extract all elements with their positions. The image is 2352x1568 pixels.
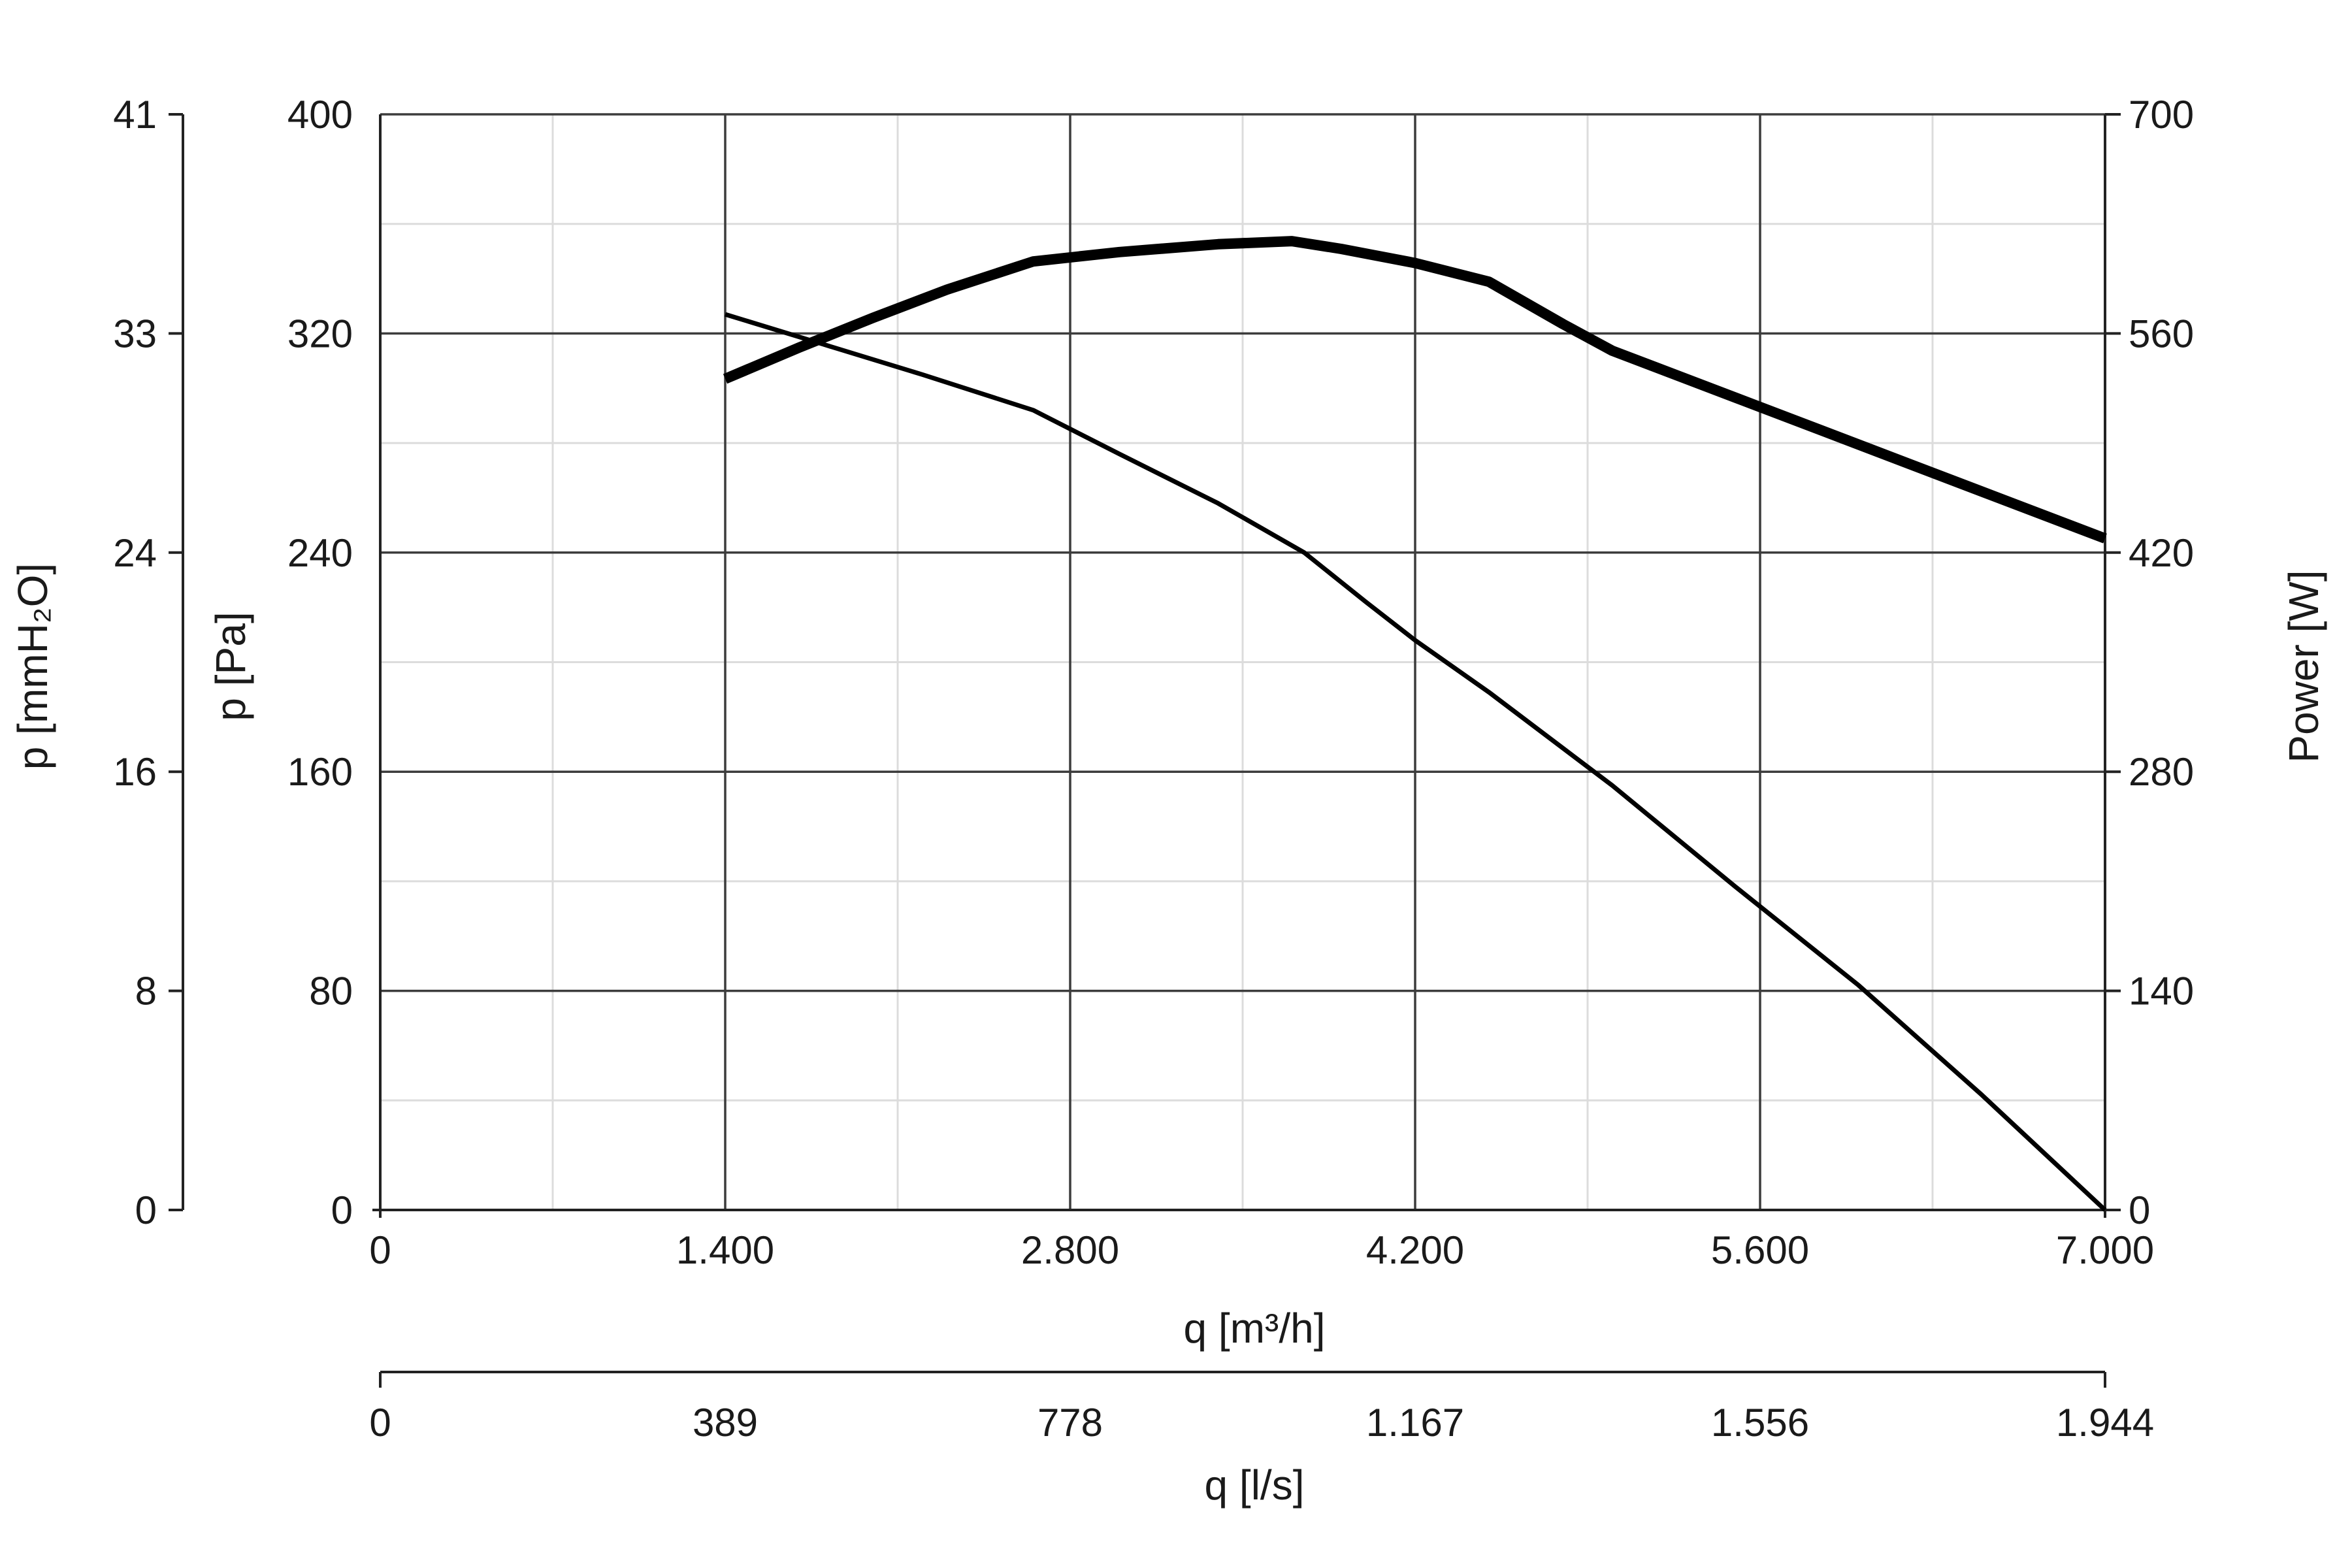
y-tick-label: 80: [309, 970, 353, 1013]
y-tick-label: 320: [287, 312, 353, 355]
power-curve-line: [723, 236, 2107, 544]
y-outer-tick-label: 0: [135, 1188, 157, 1232]
x2-tick-label: 1.556: [1711, 1401, 1809, 1445]
y-outer-tick-label: 41: [113, 93, 157, 137]
series-layer: [723, 236, 2107, 1212]
x-tick-label: 7.000: [2056, 1228, 2154, 1272]
x-tick-label: 0: [369, 1228, 391, 1272]
x-tick-label: 5.600: [1711, 1228, 1809, 1272]
pressure-curve-line: [724, 312, 2107, 1212]
x2-tick-label: 0: [369, 1401, 391, 1445]
y-outer-tick-label: 24: [113, 531, 157, 575]
minor-gridlines: [380, 114, 2105, 1210]
y-tick-label: 400: [287, 93, 353, 137]
y2-axis-title: Power [W]: [2280, 570, 2327, 762]
y-tick-label: 160: [287, 750, 353, 794]
x-tick-label: 2.800: [1021, 1228, 1119, 1272]
x2-tick-label: 1.167: [1366, 1401, 1464, 1445]
y2-tick-label: 140: [2129, 970, 2194, 1013]
y-tick-label: 0: [331, 1188, 353, 1232]
y-tick-label: 240: [287, 531, 353, 575]
y-outer-tick-label: 33: [113, 312, 157, 355]
x-axis-title: q [m³/h]: [1184, 1305, 1326, 1352]
y-outer-tick-label: 8: [135, 970, 157, 1013]
x-tick-label: 1.400: [676, 1228, 774, 1272]
x2-tick-label: 389: [693, 1401, 758, 1445]
x2-tick-label: 778: [1037, 1401, 1103, 1445]
y2-tick-label: 280: [2129, 750, 2194, 794]
axes: [169, 113, 2121, 1388]
x-tick-label: 4.200: [1366, 1228, 1464, 1272]
x2-tick-label: 1.944: [2056, 1401, 2154, 1445]
y2-tick-label: 420: [2129, 531, 2194, 575]
y-outer-tick-label: 16: [113, 750, 157, 794]
y2-tick-label: 700: [2129, 93, 2194, 137]
y2-tick-label: 560: [2129, 312, 2194, 355]
y2-tick-label: 0: [2129, 1188, 2150, 1232]
x2-axis-title: q [l/s]: [1205, 1462, 1305, 1509]
y-axis-title: p [Pa]: [207, 612, 254, 721]
major-gridlines: [380, 113, 2106, 1210]
y-outer-axis-title: p [mmH₂O]: [9, 563, 56, 770]
